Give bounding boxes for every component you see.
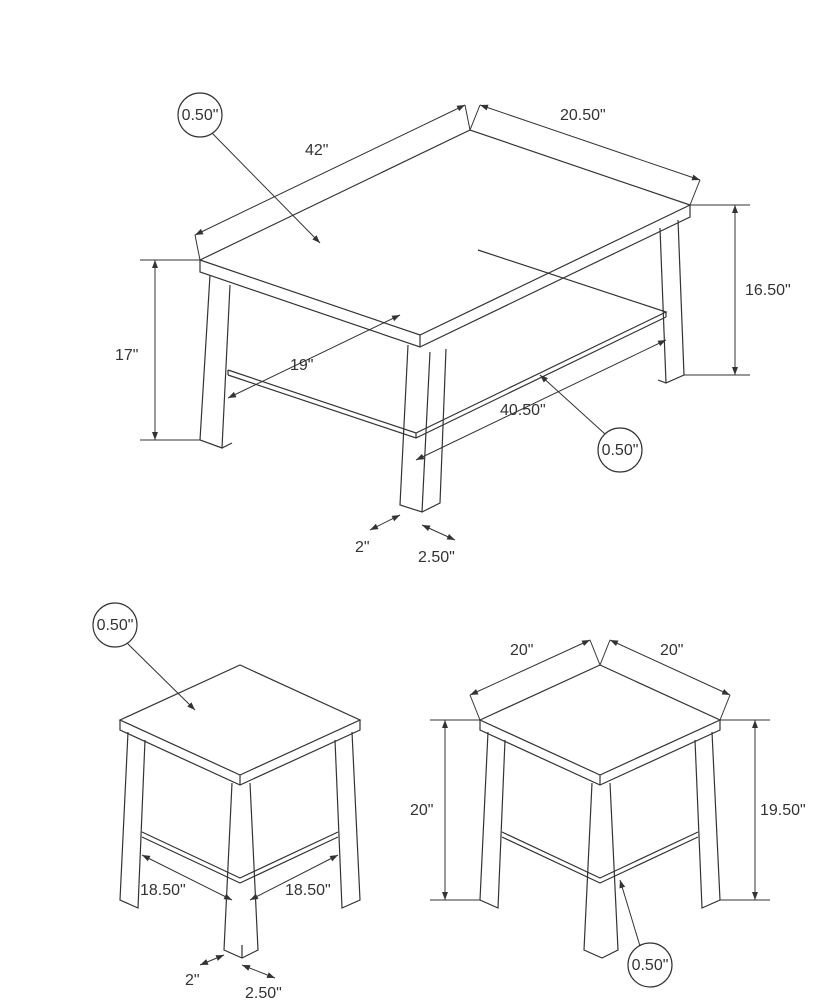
dim-left-shelf-d: 18.50"	[285, 882, 331, 899]
dim-shelf-thickness: 0.50"	[602, 442, 639, 459]
dim-height-front: 17"	[115, 347, 138, 364]
dim-shelf-width: 19"	[290, 357, 313, 374]
technical-drawing: 42" 20.50" 0.50" 17" 16.50" 19" 40.50" 0…	[0, 0, 824, 1000]
dim-leg-top: 2.50"	[418, 549, 455, 566]
coffee-table-drawing: 42" 20.50" 0.50" 17" 16.50" 19" 40.50" 0…	[115, 93, 791, 566]
dim-left-leg-top: 2.50"	[245, 985, 282, 1000]
dim-left-leg-bottom: 2"	[185, 972, 200, 989]
dim-right-shelf-thickness: 0.50"	[632, 957, 669, 974]
dim-right-height-back: 19.50"	[760, 802, 806, 819]
dim-length: 42"	[305, 142, 328, 159]
dim-right-depth: 20"	[660, 642, 683, 659]
dim-right-height-front: 20"	[410, 802, 433, 819]
dim-right-width: 20"	[510, 642, 533, 659]
end-table-left-drawing: 0.50" 18.50" 18.50" 2" 2.50"	[93, 603, 360, 1000]
dim-shelf-length: 40.50"	[500, 402, 546, 419]
end-table-right-drawing: 20" 20" 20" 19.50" 0.50"	[410, 640, 806, 987]
dim-height-back: 16.50"	[745, 282, 791, 299]
dim-top-thickness: 0.50"	[182, 107, 219, 124]
dim-left-shelf-w: 18.50"	[140, 882, 186, 899]
dim-left-top-thickness: 0.50"	[97, 617, 134, 634]
dim-leg-bottom: 2"	[355, 539, 370, 556]
dim-width: 20.50"	[560, 107, 606, 124]
